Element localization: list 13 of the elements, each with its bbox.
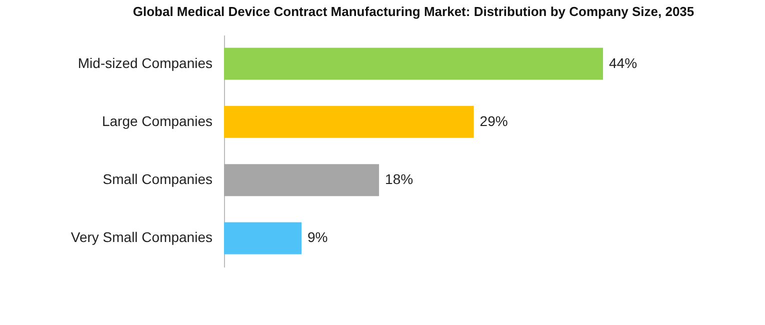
data-label: 29% — [480, 112, 508, 129]
data-label: 18% — [385, 171, 414, 188]
data-label: 44% — [609, 54, 638, 71]
data-label: 9% — [308, 229, 328, 246]
bar — [224, 48, 603, 80]
y-tick-label: Large Companies — [102, 112, 212, 129]
chart-title: Global Medical Device Contract Manufacturing Market: Distribution by Company Size, 2035 — [132, 4, 694, 19]
bar — [224, 164, 380, 196]
y-tick-label: Very Small Companies — [70, 229, 212, 246]
y-tick-label: Small Companies — [102, 171, 212, 188]
y-tick-label: Mid-sized Companies — [78, 54, 212, 71]
bar — [224, 222, 302, 254]
bar — [224, 106, 474, 138]
